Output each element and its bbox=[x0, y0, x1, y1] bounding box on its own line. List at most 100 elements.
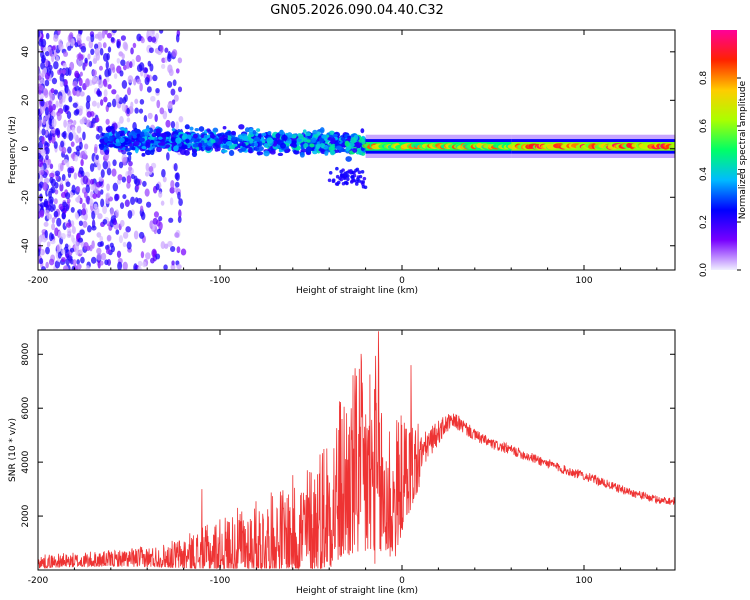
spectrogram-cell bbox=[289, 143, 297, 147]
spectrogram-cell bbox=[175, 137, 182, 144]
spectrogram-cell bbox=[242, 135, 249, 142]
spectrogram-cell bbox=[92, 57, 98, 65]
spectrogram-cell bbox=[263, 150, 270, 157]
spectrogram-cell bbox=[87, 53, 91, 60]
spectrogram-cell bbox=[71, 265, 76, 270]
spectrogram-cell bbox=[41, 57, 47, 64]
spectrogram-cell bbox=[58, 42, 63, 48]
spectrogram-cell bbox=[81, 208, 87, 216]
spectrogram-cell bbox=[170, 246, 176, 252]
spectrogram-cell bbox=[269, 150, 276, 155]
spectrogram-cell bbox=[137, 265, 142, 270]
spectrogram-cell bbox=[71, 226, 76, 234]
snr-x-label: Height of straight line (km) bbox=[296, 586, 418, 596]
spectrogram-cell bbox=[104, 149, 110, 155]
spectrogram-cell bbox=[75, 108, 80, 115]
spectrogram-cell bbox=[118, 161, 124, 169]
spectrogram-cell bbox=[177, 86, 183, 93]
spectrogram-cell bbox=[254, 145, 260, 152]
spectrogram-cell bbox=[156, 228, 162, 235]
spectrogram-cell bbox=[194, 128, 199, 132]
spectrogram-cell bbox=[85, 78, 90, 88]
spectrogram-cell bbox=[115, 138, 120, 144]
spectrogram-cell bbox=[54, 189, 59, 195]
spectrogram-cell bbox=[345, 156, 352, 162]
spectrogram-cell bbox=[38, 170, 45, 176]
spectrogram-cell bbox=[102, 218, 108, 225]
spectrogram-cell bbox=[61, 146, 67, 154]
spectrogram-cell bbox=[120, 59, 126, 67]
spectrogram-x-tick-label: 100 bbox=[575, 276, 592, 286]
spectrogram-cell bbox=[155, 88, 160, 94]
spectrogram-cell bbox=[54, 227, 59, 237]
spectrogram-cell bbox=[90, 184, 96, 191]
spectrogram-cell bbox=[341, 168, 345, 172]
spectrogram-cell bbox=[267, 131, 272, 136]
snr-y-tick-label: 2000 bbox=[21, 504, 31, 527]
spectrogram-cell bbox=[96, 247, 102, 255]
spectrogram-frame bbox=[37, 29, 676, 271]
spectrogram-cell bbox=[362, 176, 367, 181]
spectrogram-cell bbox=[45, 209, 50, 217]
spectrogram-cell bbox=[74, 197, 81, 203]
spectrogram-cell bbox=[145, 131, 150, 137]
spectrogram-cell bbox=[70, 141, 75, 147]
spectrogram-cell bbox=[40, 61, 46, 70]
spectrogram-cell bbox=[72, 237, 76, 245]
spectrogram-cell bbox=[59, 73, 65, 83]
spectrogram-cell bbox=[80, 159, 84, 167]
spectrogram-cell bbox=[61, 173, 66, 182]
spectrogram-cell bbox=[72, 259, 77, 267]
spectrogram-cell bbox=[80, 150, 86, 160]
spectrogram-cell bbox=[82, 220, 88, 228]
spectrogram-cell bbox=[144, 171, 150, 177]
spectrogram-cell bbox=[200, 140, 205, 145]
spectrogram-cell bbox=[40, 105, 45, 114]
spectrogram-cell bbox=[148, 127, 153, 134]
spectrogram-cell bbox=[64, 243, 69, 249]
colorbar-tick-label: 0.4 bbox=[699, 167, 709, 182]
spectrogram-cell bbox=[354, 182, 359, 186]
spectrogram-cell bbox=[350, 174, 355, 179]
spectrogram-cell bbox=[75, 145, 82, 151]
spectrogram-cell bbox=[86, 95, 91, 103]
spectrogram-cell bbox=[142, 261, 147, 268]
spectrogram-cell bbox=[63, 119, 68, 128]
spectrogram-cell bbox=[72, 132, 77, 140]
spectrogram-cell bbox=[82, 131, 86, 141]
spectrogram-cell bbox=[167, 147, 172, 152]
spectrogram-cell bbox=[44, 79, 50, 87]
spectrogram-cell bbox=[343, 171, 347, 176]
spectrogram-y-tick-label: 40 bbox=[21, 46, 31, 58]
spectrogram-cell bbox=[156, 146, 162, 153]
spectrogram-cell bbox=[116, 250, 122, 258]
spectrogram-cell bbox=[74, 41, 78, 48]
spectrogram-cell bbox=[100, 189, 104, 195]
spectrogram-cell bbox=[184, 124, 190, 130]
spectrogram-cell bbox=[181, 144, 188, 150]
spectrogram-cell bbox=[142, 180, 147, 187]
spectrogram-cell bbox=[54, 170, 61, 177]
spectrogram-cell bbox=[43, 221, 49, 227]
spectrogram-cell bbox=[130, 196, 136, 205]
spectrogram-cell bbox=[151, 248, 157, 258]
spectrogram-cell bbox=[65, 258, 70, 266]
spectrogram-cell bbox=[122, 231, 129, 239]
spectrogram-cell bbox=[63, 51, 69, 57]
colorbar-gradient bbox=[711, 30, 737, 270]
spectrogram-cell bbox=[67, 45, 72, 51]
spectrogram-cell bbox=[172, 79, 177, 87]
spectrogram-cell bbox=[88, 60, 93, 67]
spectrogram-cell bbox=[38, 248, 41, 257]
spectrogram-cell bbox=[156, 132, 161, 138]
spectrogram-cell bbox=[347, 142, 355, 148]
spectrogram-cell bbox=[146, 86, 152, 93]
spectrogram-cell bbox=[248, 147, 253, 153]
spectrogram-cell bbox=[48, 105, 53, 112]
spectrogram-cell bbox=[103, 96, 108, 103]
colorbar-ticks: 0.0 0.2 0.4 0.6 0.8 bbox=[699, 71, 741, 277]
spectrogram-cell bbox=[357, 170, 362, 175]
spectrogram-cell bbox=[116, 57, 121, 64]
spectrogram-cell bbox=[95, 76, 100, 85]
spectrogram-cell bbox=[39, 209, 45, 218]
